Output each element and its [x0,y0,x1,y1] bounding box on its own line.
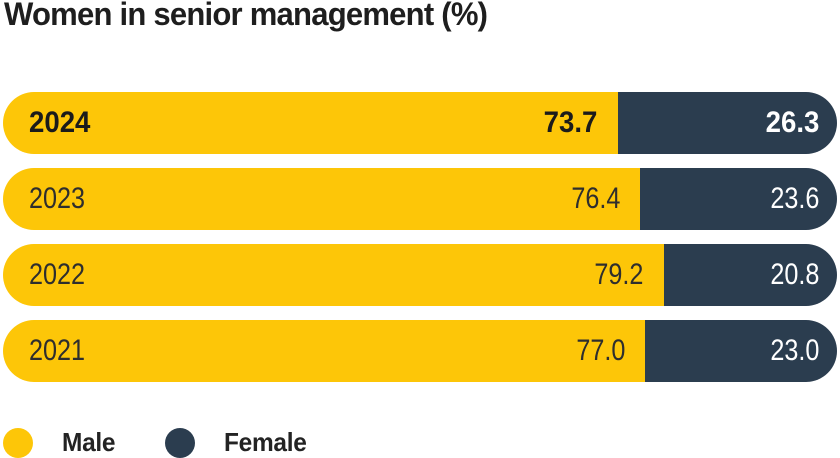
female-value: 20.8 [769,258,819,291]
female-value: 23.6 [769,182,819,215]
female-segment: 20.8 [663,244,837,306]
chart-title: Women in senior management (%) [4,0,488,32]
bar-row-2021: 2021 77.0 23.0 [3,320,837,382]
bar-row-2022: 2022 79.2 20.8 [3,244,837,306]
male-value: 73.7 [543,106,598,139]
male-segment: 2024 73.7 [3,92,618,154]
female-value: 26.3 [765,106,819,139]
female-value: 23.0 [769,334,819,367]
bar-chart: 2024 73.7 26.3 2023 76.4 23.6 2022 79.2 … [3,92,837,396]
male-segment: 2022 79.2 [3,244,664,306]
male-segment: 2023 76.4 [3,168,641,230]
year-label: 2021 [29,334,86,367]
male-value: 76.4 [571,182,621,215]
legend-item-female: Female [164,427,312,458]
legend-label-female: Female [223,427,307,457]
male-segment: 2021 77.0 [3,320,646,382]
bar-row-2023: 2023 76.4 23.6 [3,168,837,230]
male-swatch-icon [3,427,33,458]
bar-row-2024: 2024 73.7 26.3 [3,92,837,154]
male-value: 79.2 [594,258,644,291]
year-label: 2023 [29,182,86,215]
female-segment: 23.0 [645,320,837,382]
legend: Male Female [3,427,311,458]
male-value: 77.0 [576,334,626,367]
year-label: 2022 [29,258,86,291]
female-segment: 23.6 [640,168,837,230]
female-swatch-icon [164,427,195,458]
year-label: 2024 [29,106,91,139]
legend-label-male: Male [62,427,116,457]
legend-item-male: Male [3,427,119,458]
female-segment: 26.3 [617,92,837,154]
